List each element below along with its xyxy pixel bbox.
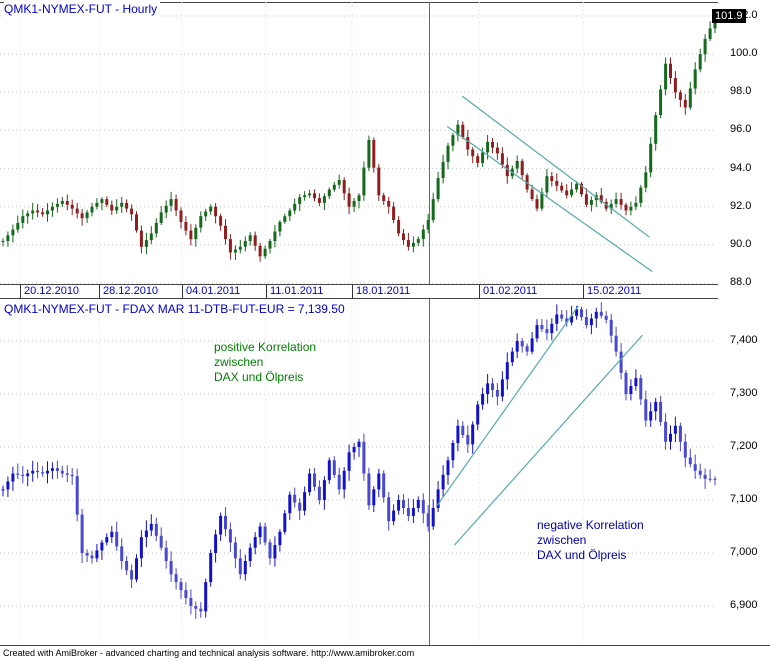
annotation-line: zwischen [214, 355, 264, 369]
date-label: 18.01.2011 [356, 285, 411, 297]
y-axis-label: 100.0 [730, 47, 758, 59]
date-label: 15.02.2011 [587, 285, 642, 297]
dax-chart-pane[interactable] [0, 299, 718, 645]
y-axis-label: 7,300 [730, 387, 758, 399]
positive-correlation-note: positive Korrelation zwischen DAX und Öl… [214, 340, 316, 385]
annotation-line: negative Korrelation [537, 518, 644, 532]
date-tick [99, 285, 100, 298]
top-border [0, 2, 770, 3]
price-axis[interactable]: 88.090.092.094.096.098.0100.0102.06,9007… [718, 0, 770, 645]
y-axis-label: 88.0 [730, 276, 752, 288]
date-tick [266, 285, 267, 298]
date-axis[interactable]: 20.12.2010 28.12.2010 04.01.2011 11.01.2011… [0, 285, 718, 298]
date-label: 20.12.2010 [24, 285, 80, 297]
dax-panel-title: QMK1-NYMEX-FUT - FDAX MAR 11-DTB-FUT-EUR… [4, 302, 348, 317]
bottom-border [0, 645, 770, 646]
annotation-line: DAX und Ölpreis [214, 370, 304, 384]
oil-panel-title: QMK1-NYMEX-FUT - Hourly [4, 2, 161, 17]
y-axis-label: 6,900 [730, 599, 758, 611]
panel-divider-top [0, 284, 770, 285]
y-axis-label: 7,100 [730, 493, 758, 505]
annotation-line: zwischen [537, 533, 587, 547]
last-price-tag: 101.9 [712, 9, 746, 23]
oil-hourly-chart-pane[interactable] [0, 2, 718, 284]
annotation-line: DAX und Ölpreis [537, 548, 627, 562]
date-label: 04.01.2011 [186, 285, 241, 297]
date-tick [583, 285, 584, 298]
date-tick [479, 285, 480, 298]
y-axis-label: 92.0 [730, 200, 752, 212]
date-tick [20, 285, 21, 298]
y-axis-label: 94.0 [730, 162, 752, 174]
amibroker-credit: Created with AmiBroker - advanced charti… [3, 648, 415, 658]
y-axis-label: 90.0 [730, 238, 752, 250]
y-axis-label: 7,000 [730, 546, 758, 558]
y-axis-label: 96.0 [730, 123, 752, 135]
date-label: 28.12.2010 [103, 285, 159, 297]
negative-correlation-note: negative Korrelation zwischen DAX und Öl… [537, 518, 644, 563]
panel-divider-bottom [0, 298, 770, 299]
y-axis-label: 7,200 [730, 440, 758, 452]
date-label: 01.02.2011 [483, 285, 538, 297]
date-label: 11.01.2011 [270, 285, 324, 297]
date-tick [352, 285, 353, 298]
y-axis-label: 7,400 [730, 334, 758, 346]
date-tick [182, 285, 183, 298]
annotation-line: positive Korrelation [214, 340, 317, 354]
y-axis-label: 98.0 [730, 85, 752, 97]
